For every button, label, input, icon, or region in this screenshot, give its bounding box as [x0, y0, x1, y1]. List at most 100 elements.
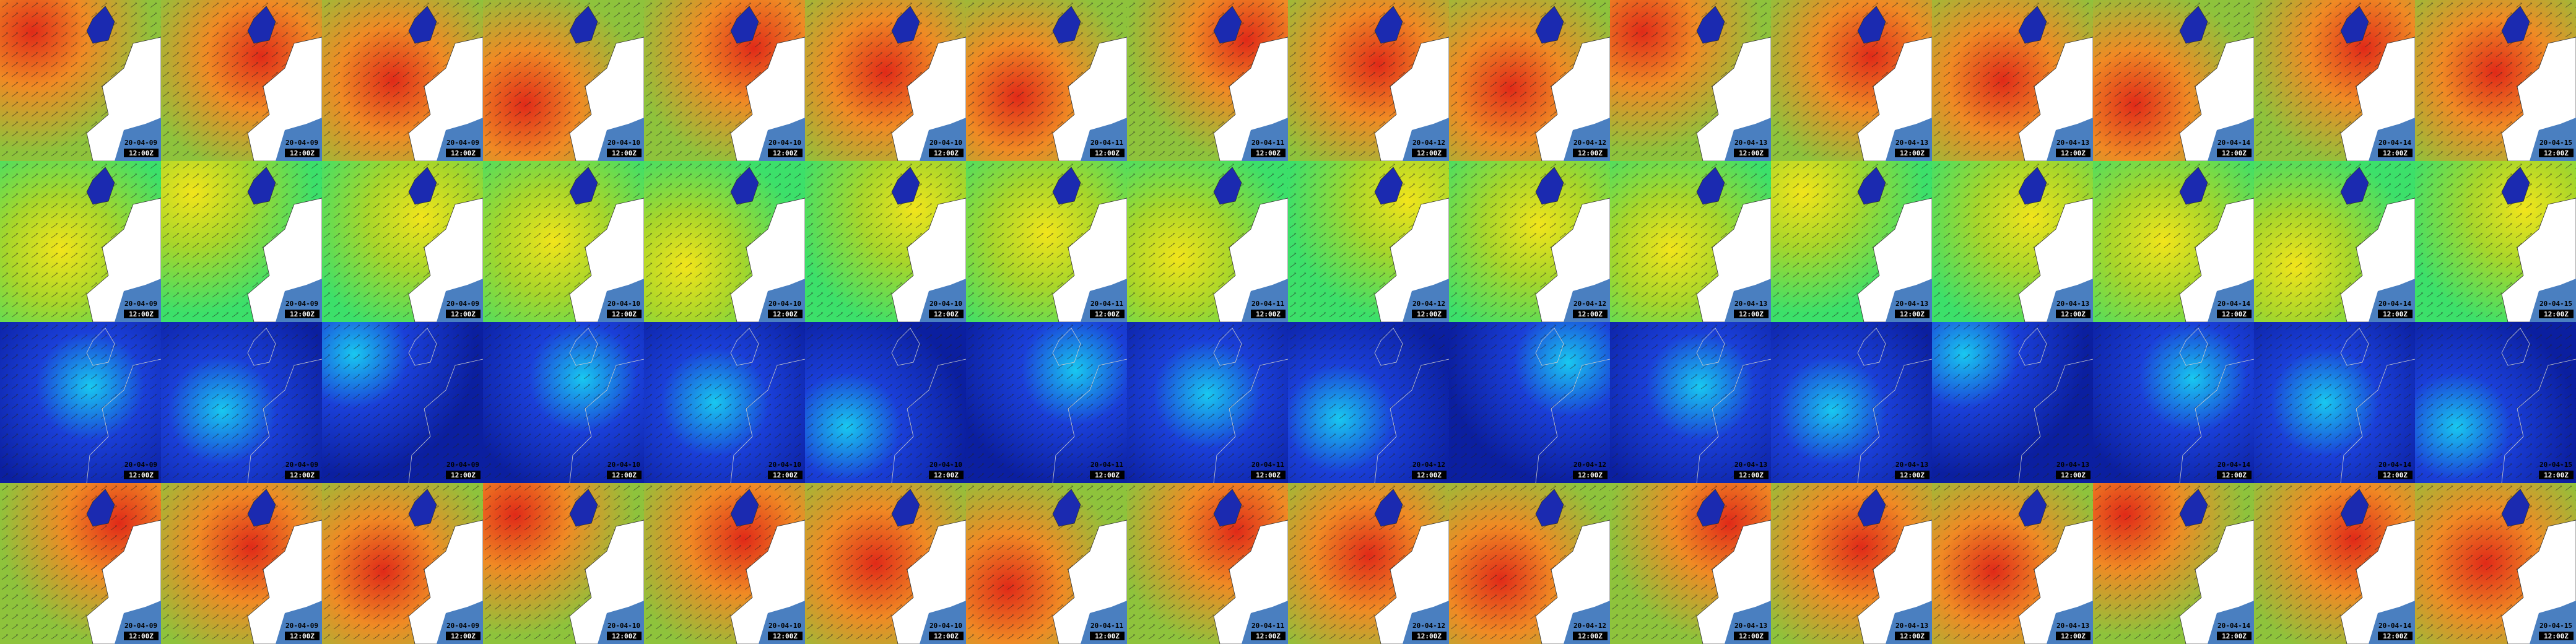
- time-label: 12:00Z: [2222, 149, 2247, 157]
- map-panel: 20-04-09 12:00Z: [322, 322, 484, 484]
- time-label: 12:00Z: [1256, 632, 1281, 640]
- land-blue: [1374, 167, 1403, 205]
- map-panel: 20-04-12 12:00Z: [1449, 322, 1611, 484]
- date-label: 20-04-13: [2056, 622, 2089, 630]
- time-box: [1734, 471, 1769, 479]
- date-label: 20-04-10: [768, 300, 801, 308]
- map-panel: 20-04-15 12:00Z: [2415, 161, 2576, 323]
- wind-arrows: [0, 322, 161, 483]
- time-box: [124, 632, 159, 640]
- time-label: 12:00Z: [290, 310, 315, 318]
- map-panel: 20-04-14 12:00Z: [2093, 483, 2255, 644]
- time-box: [1573, 632, 1608, 640]
- time-box: [2217, 310, 2252, 318]
- time-label: 12:00Z: [612, 632, 637, 640]
- date-label: 20-04-15: [2539, 300, 2572, 308]
- land-blue: [1052, 167, 1081, 205]
- map-panel: 20-04-10 12:00Z: [805, 0, 967, 162]
- map-panel: 20-04-14 12:00Z: [2254, 0, 2416, 162]
- map-panel: 20-04-09 12:00Z: [0, 322, 162, 484]
- land-blue: [2340, 489, 2369, 527]
- land-blue: [891, 489, 920, 527]
- wind-arrows: [1127, 322, 1288, 483]
- date-label: 20-04-13: [1734, 461, 1767, 469]
- time-label: 12:00Z: [1900, 632, 1925, 640]
- map-panel: 20-04-12 12:00Z: [1288, 322, 1450, 484]
- time-label: 12:00Z: [451, 310, 476, 318]
- map-panel: 20-04-13 12:00Z: [1932, 161, 2094, 323]
- map-panel: 20-04-09 12:00Z: [161, 322, 323, 484]
- time-label: 12:00Z: [934, 471, 959, 479]
- time-label: 12:00Z: [1578, 149, 1603, 157]
- wind-arrows: [1771, 322, 1932, 483]
- wind-arrows: [644, 322, 805, 483]
- time-box: [1895, 310, 1930, 318]
- map-panel: 20-04-09 12:00Z: [0, 0, 162, 162]
- map-panel: 20-04-10 12:00Z: [483, 161, 645, 323]
- land-blue: [891, 167, 920, 205]
- land-blue: [1535, 167, 1564, 205]
- date-label: 20-04-13: [1895, 300, 1928, 308]
- date-label: 20-04-09: [446, 139, 479, 147]
- coastline: [2018, 328, 2094, 484]
- date-label: 20-04-10: [607, 139, 640, 147]
- time-box: [2217, 471, 2252, 479]
- land-blue: [408, 489, 437, 527]
- time-label: 12:00Z: [934, 310, 959, 318]
- time-label: 12:00Z: [1739, 310, 1764, 318]
- land-blue: [730, 489, 759, 527]
- map-panel: 20-04-11 12:00Z: [966, 161, 1128, 323]
- land-blue: [247, 167, 276, 205]
- date-label: 20-04-14: [2217, 139, 2250, 147]
- time-label: 12:00Z: [2544, 149, 2569, 157]
- wind-arrows: [322, 322, 483, 483]
- time-label: 12:00Z: [2222, 310, 2247, 318]
- date-label: 20-04-13: [1734, 139, 1767, 147]
- map-panel: 20-04-10 12:00Z: [483, 483, 645, 644]
- land-blue: [2179, 489, 2208, 527]
- time-box: [768, 310, 803, 318]
- time-label: 12:00Z: [1256, 149, 1281, 157]
- map-panel: 20-04-10 12:00Z: [805, 161, 967, 323]
- land-blue: [408, 6, 437, 44]
- time-box: [1895, 471, 1930, 479]
- wind-arrows: [1288, 322, 1449, 483]
- time-box: [768, 471, 803, 479]
- land-blue: [569, 167, 598, 205]
- map-panel: 20-04-11 12:00Z: [1127, 322, 1289, 484]
- land-blue: [1857, 489, 1886, 527]
- time-box: [1573, 149, 1608, 157]
- map-panel: 20-04-09 12:00Z: [322, 483, 484, 644]
- time-box: [1734, 632, 1769, 640]
- date-label: 20-04-14: [2217, 622, 2250, 630]
- time-label: 12:00Z: [1095, 310, 1120, 318]
- time-box: [1412, 632, 1447, 640]
- date-label: 20-04-12: [1412, 622, 1445, 630]
- date-label: 20-04-13: [1895, 139, 1928, 147]
- time-box: [929, 632, 964, 640]
- time-label: 12:00Z: [1095, 632, 1120, 640]
- land-blue: [1213, 6, 1242, 44]
- date-label: 20-04-14: [2378, 139, 2411, 147]
- time-label: 12:00Z: [2383, 632, 2408, 640]
- time-label: 12:00Z: [451, 149, 476, 157]
- land-blue: [891, 6, 920, 44]
- land-blue: [2340, 167, 2369, 205]
- land-blue: [86, 167, 115, 205]
- time-label: 12:00Z: [2383, 310, 2408, 318]
- land-blue: [1696, 167, 1725, 205]
- time-label: 12:00Z: [451, 632, 476, 640]
- time-label: 12:00Z: [1256, 471, 1281, 479]
- time-box: [2539, 632, 2574, 640]
- time-label: 12:00Z: [2061, 471, 2086, 479]
- time-label: 12:00Z: [934, 149, 959, 157]
- time-box: [1734, 149, 1769, 157]
- time-box: [2539, 471, 2574, 479]
- time-box: [2539, 310, 2574, 318]
- time-box: [1251, 310, 1286, 318]
- time-label: 12:00Z: [2061, 149, 2086, 157]
- time-box: [1090, 471, 1125, 479]
- time-box: [285, 310, 320, 318]
- wind-arrows: [805, 322, 966, 483]
- land-blue: [247, 6, 276, 44]
